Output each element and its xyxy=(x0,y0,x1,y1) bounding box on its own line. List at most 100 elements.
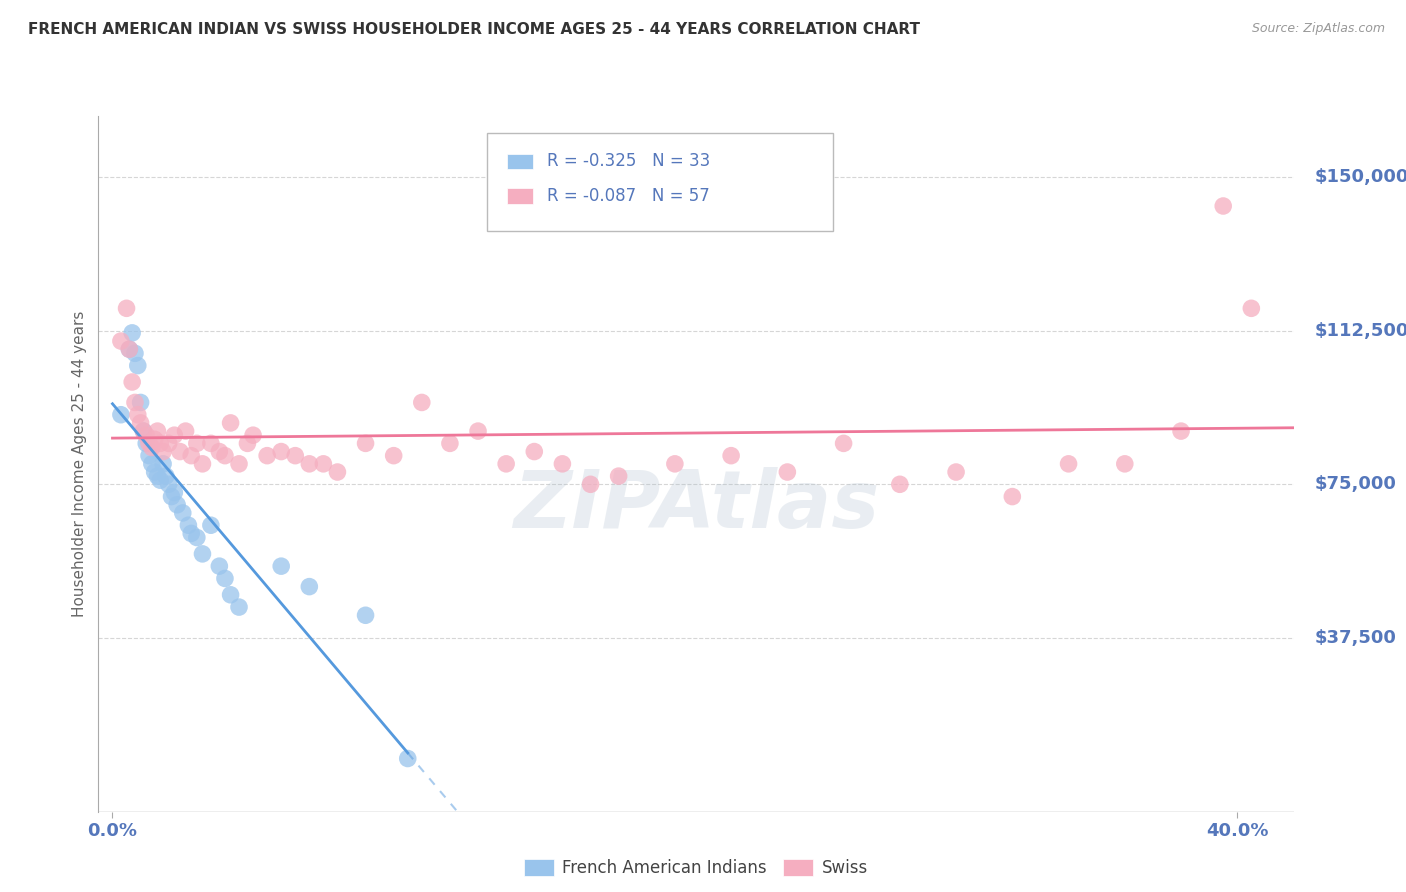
Point xyxy=(270,559,292,574)
Point xyxy=(256,449,278,463)
Point xyxy=(174,424,197,438)
Point xyxy=(129,395,152,409)
Text: FRENCH AMERICAN INDIAN VS SWISS HOUSEHOLDER INCOME AGES 25 - 44 YEARS CORRELATIO: FRENCH AMERICAN INDIAN VS SWISS HOUSEHOL… xyxy=(28,22,920,37)
Point xyxy=(326,465,349,479)
Point xyxy=(121,326,143,340)
Point xyxy=(298,457,321,471)
Point xyxy=(166,498,188,512)
Point xyxy=(146,469,169,483)
Point xyxy=(439,436,461,450)
FancyBboxPatch shape xyxy=(508,188,533,203)
Point xyxy=(495,457,517,471)
Point xyxy=(180,449,202,463)
Point xyxy=(149,473,172,487)
Point xyxy=(138,449,160,463)
Point xyxy=(382,449,405,463)
Point xyxy=(208,559,231,574)
Point xyxy=(889,477,911,491)
Point xyxy=(132,424,155,438)
Point xyxy=(124,346,146,360)
FancyBboxPatch shape xyxy=(508,153,533,169)
Point xyxy=(312,457,335,471)
Point xyxy=(138,436,160,450)
Point xyxy=(242,428,264,442)
Point xyxy=(236,436,259,450)
Text: R = -0.087   N = 57: R = -0.087 N = 57 xyxy=(547,187,710,205)
Point xyxy=(1001,490,1024,504)
Point xyxy=(1212,199,1234,213)
Point xyxy=(832,436,855,450)
Point xyxy=(118,343,141,357)
Point xyxy=(523,444,546,458)
Point xyxy=(177,518,200,533)
Point xyxy=(214,571,236,585)
Text: $150,000: $150,000 xyxy=(1315,169,1406,186)
Point xyxy=(354,436,377,450)
Point xyxy=(579,477,602,491)
Point xyxy=(149,436,172,450)
Text: $37,500: $37,500 xyxy=(1315,629,1396,647)
Point xyxy=(270,444,292,458)
Point xyxy=(180,526,202,541)
Point xyxy=(191,547,214,561)
Point xyxy=(776,465,799,479)
Point xyxy=(157,477,180,491)
Point xyxy=(664,457,686,471)
Point xyxy=(551,457,574,471)
Point xyxy=(200,518,222,533)
Point xyxy=(284,449,307,463)
Point xyxy=(141,457,163,471)
Point xyxy=(1057,457,1080,471)
Point xyxy=(163,485,186,500)
Point xyxy=(411,395,433,409)
Text: $75,000: $75,000 xyxy=(1315,475,1396,493)
Point xyxy=(152,457,174,471)
Y-axis label: Householder Income Ages 25 - 44 years: Householder Income Ages 25 - 44 years xyxy=(72,310,87,617)
Point xyxy=(208,444,231,458)
Point xyxy=(127,359,149,373)
Text: ZIPAtlas: ZIPAtlas xyxy=(513,467,879,545)
Legend: French American Indians, Swiss: French American Indians, Swiss xyxy=(517,852,875,883)
Point xyxy=(152,444,174,458)
Point xyxy=(110,408,132,422)
Text: R = -0.325   N = 33: R = -0.325 N = 33 xyxy=(547,153,710,170)
Point xyxy=(228,457,250,471)
Point xyxy=(354,608,377,623)
Text: Source: ZipAtlas.com: Source: ZipAtlas.com xyxy=(1251,22,1385,36)
Point xyxy=(298,580,321,594)
Point xyxy=(157,436,180,450)
Point xyxy=(121,375,143,389)
Point xyxy=(169,444,191,458)
Point xyxy=(1170,424,1192,438)
Point xyxy=(219,588,242,602)
Point xyxy=(143,432,166,446)
Point xyxy=(200,436,222,450)
Point xyxy=(132,424,155,438)
Point xyxy=(124,395,146,409)
Point xyxy=(191,457,214,471)
Point xyxy=(945,465,967,479)
Point xyxy=(127,408,149,422)
Point xyxy=(396,751,419,765)
Point xyxy=(720,449,742,463)
Point xyxy=(228,600,250,615)
Point xyxy=(163,428,186,442)
Point xyxy=(129,416,152,430)
Point xyxy=(135,436,157,450)
Point xyxy=(143,465,166,479)
Point xyxy=(141,441,163,455)
Point xyxy=(118,343,141,357)
Point xyxy=(135,428,157,442)
Point xyxy=(160,490,183,504)
Point xyxy=(219,416,242,430)
Text: $112,500: $112,500 xyxy=(1315,322,1406,340)
Point xyxy=(115,301,138,316)
Point xyxy=(467,424,489,438)
Point xyxy=(214,449,236,463)
Point xyxy=(146,424,169,438)
Point xyxy=(172,506,194,520)
Point xyxy=(155,469,177,483)
Point xyxy=(607,469,630,483)
FancyBboxPatch shape xyxy=(486,134,834,231)
Point xyxy=(110,334,132,348)
